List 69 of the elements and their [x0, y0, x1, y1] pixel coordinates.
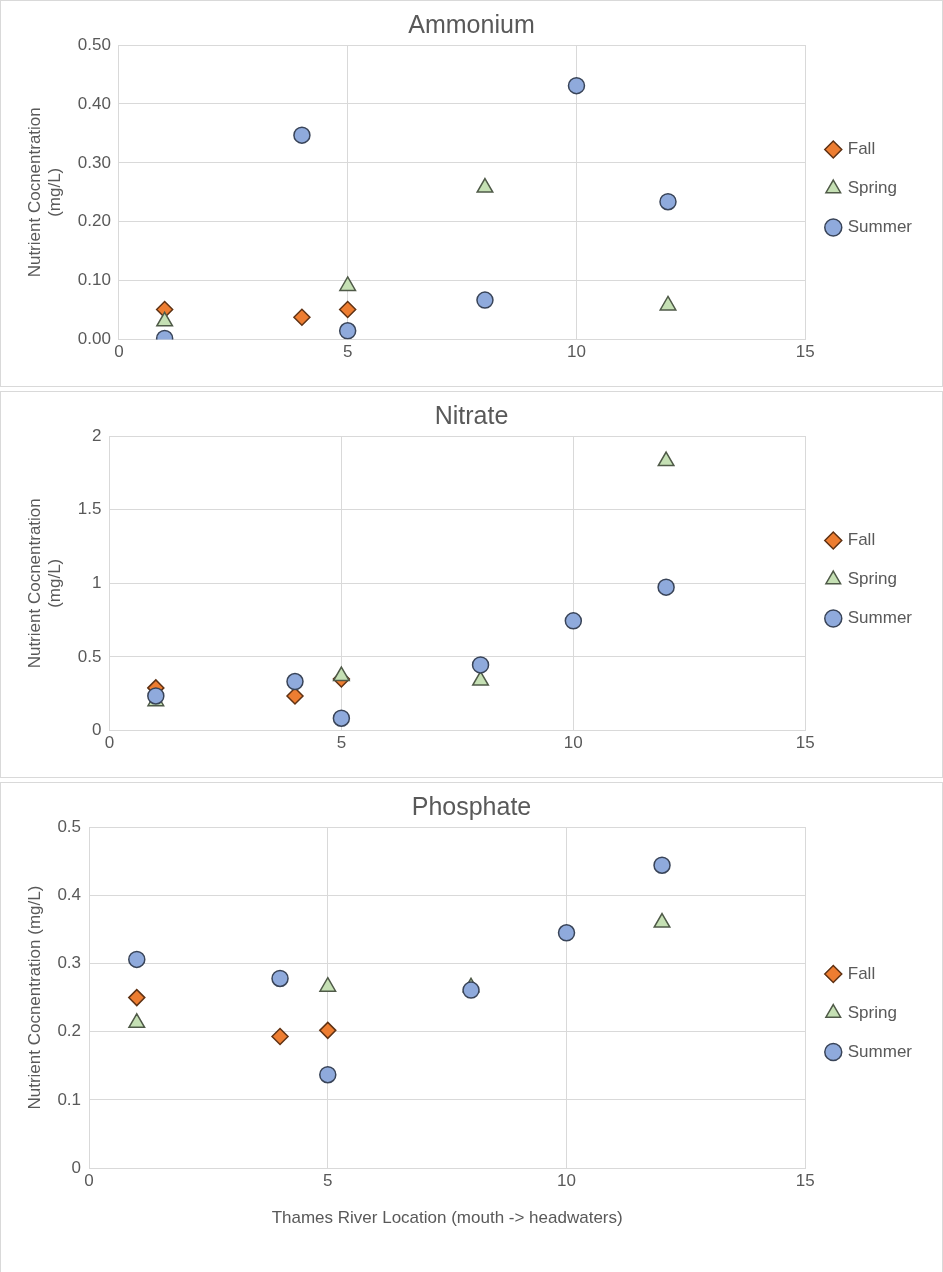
point	[564, 612, 583, 630]
y-tick-label: 0	[91, 720, 102, 740]
legend-label: Summer	[847, 608, 913, 628]
legend-label: Spring	[847, 1002, 897, 1022]
point	[332, 666, 350, 682]
point	[332, 709, 351, 727]
x-tick-label: 5	[342, 342, 353, 362]
legend-label: Spring	[847, 178, 897, 198]
x-axis-title: Thames River Location (mouth -> headwaters)	[271, 1208, 623, 1228]
chart-title: Phosphate	[411, 791, 532, 820]
y-tick-label: 0.50	[77, 34, 111, 54]
point	[476, 291, 494, 309]
y-tick-label: 0.5	[77, 646, 102, 666]
x-tick-label: 10	[557, 1171, 576, 1191]
x-tick-label: 15	[795, 1171, 815, 1191]
legend-label: Summer	[847, 1041, 913, 1061]
point	[271, 969, 289, 988]
y-tick-label: 2	[91, 425, 102, 445]
x-tick-label: 5	[323, 1171, 333, 1191]
point	[319, 1021, 337, 1040]
y-tick-label: 1.5	[77, 499, 102, 519]
legend-label: Summer	[847, 217, 913, 237]
point	[286, 687, 304, 705]
x-tick-label: 15	[795, 342, 815, 362]
x-tick-label: 0	[114, 342, 124, 362]
point	[286, 672, 304, 691]
y-tick-label: 1	[91, 572, 102, 592]
x-tick-label: 5	[336, 733, 347, 753]
chart-title: Ammonium	[408, 9, 535, 38]
y-tick-label: 0	[71, 1157, 82, 1177]
point	[339, 276, 357, 292]
y-tick-label: 0.00	[77, 329, 111, 349]
x-tick-label: 10	[563, 733, 583, 753]
x-tick-label: 15	[795, 733, 815, 753]
point	[471, 656, 490, 674]
y-tick-label: 0.30	[77, 152, 111, 172]
point	[567, 76, 586, 95]
point	[338, 300, 357, 319]
y-tick-label: 0.20	[77, 211, 111, 231]
y-axis-title: Nutrient Cocnentration (mg/L)	[24, 885, 44, 1110]
y-tick-label: 0.2	[57, 1021, 82, 1041]
point	[128, 1013, 146, 1029]
legend-label: Fall	[847, 530, 876, 550]
y-tick-label: 0.4	[57, 884, 82, 904]
point	[293, 126, 311, 144]
y-axis-title: Nutrient Cocnentration (mg/L)	[24, 498, 65, 669]
point	[293, 308, 311, 326]
point	[271, 1027, 289, 1046]
legend-label: Spring	[847, 569, 897, 589]
y-tick-label: 0.3	[57, 953, 82, 973]
y-tick-label: 0.10	[77, 270, 111, 290]
y-tick-label: 0.1	[57, 1089, 82, 1109]
point	[653, 856, 671, 874]
legend-label: Fall	[847, 139, 876, 159]
y-tick-label: 0.5	[57, 816, 82, 836]
x-tick-label: 10	[567, 342, 586, 362]
y-tick-label: 0.40	[77, 93, 111, 113]
chart-title: Nitrate	[434, 400, 509, 429]
point	[338, 322, 357, 340]
point	[462, 981, 480, 999]
point	[319, 1065, 337, 1084]
point	[557, 924, 576, 942]
y-axis-title: Nutrient Cocnentration (mg/L)	[24, 107, 65, 278]
point	[128, 988, 146, 1007]
point	[657, 578, 675, 596]
legend-label: Fall	[847, 963, 876, 983]
point	[128, 950, 146, 969]
point	[657, 451, 675, 467]
point	[659, 192, 677, 211]
